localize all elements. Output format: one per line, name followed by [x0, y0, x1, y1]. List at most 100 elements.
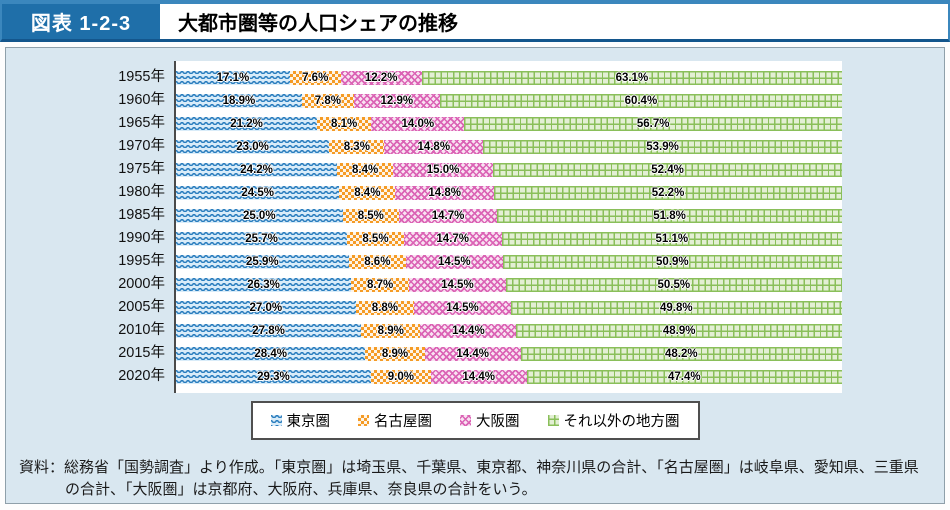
- bar-segment-tokyo: 24.5%: [176, 185, 340, 200]
- bar-stack: 24.2% 8.4% 15.0% 52.4%: [176, 162, 842, 177]
- legend-label: それ以外の地方圏: [563, 414, 680, 430]
- bar-segment-osaka: 14.5%: [406, 254, 503, 269]
- bar-row: 29.3% 9.0% 14.4% 47.4%: [176, 365, 842, 388]
- bar-value-label: 24.2%: [240, 163, 273, 176]
- bar-segment-other: 47.4%: [526, 369, 842, 384]
- bar-segment-nagoya: 8.1%: [317, 116, 372, 131]
- bar-segment-tokyo: 18.9%: [176, 93, 302, 108]
- bar-row: 27.0% 8.8% 14.5% 49.8%: [176, 296, 842, 319]
- bar-row: 27.8% 8.9% 14.4% 48.9%: [176, 319, 842, 342]
- bar-segment-osaka: 14.4%: [430, 369, 527, 384]
- bar-segment-other: 48.2%: [520, 346, 842, 361]
- bar-value-label: 8.8%: [371, 301, 399, 314]
- legend-marker-other-icon: [547, 415, 559, 426]
- legend-label: 名古屋圏: [374, 414, 432, 430]
- bar-value-label: 14.0%: [401, 117, 435, 130]
- bar-segment-nagoya: 7.6%: [289, 70, 341, 85]
- legend-marker-nagoya-icon: [358, 415, 369, 426]
- year-label: 1995年: [118, 253, 165, 269]
- bar-row: 21.2% 8.1% 14.0% 56.7%: [176, 112, 842, 135]
- bar-value-label: 47.4%: [668, 370, 701, 383]
- bar-row: 18.9% 7.8% 12.9% 60.4%: [176, 89, 842, 112]
- legend-marker-tokyo-icon: [270, 415, 282, 426]
- figure-title: 大都市圏等の人口シェアの推移: [160, 4, 948, 39]
- legend-label: 東京圏: [286, 414, 331, 430]
- bar-value-label: 14.5%: [438, 255, 471, 268]
- bar-row: 25.9% 8.6% 14.5% 50.9%: [176, 250, 842, 273]
- bar-segment-osaka: 14.5%: [409, 277, 506, 292]
- bar-value-label: 14.5%: [446, 301, 479, 314]
- bar-row: 28.4% 8.9% 14.4% 48.2%: [176, 342, 842, 365]
- bar-value-label: 48.9%: [662, 324, 696, 337]
- bar-segment-nagoya: 8.9%: [365, 346, 425, 361]
- bar-segment-osaka: 14.4%: [424, 346, 521, 361]
- bar-stack: 27.8% 8.9% 14.4% 48.9%: [176, 323, 842, 338]
- bar-segment-nagoya: 8.5%: [342, 208, 400, 223]
- bar-row: 17.1% 7.6% 12.2% 63.1%: [176, 66, 842, 89]
- bar-value-label: 14.8%: [428, 186, 461, 199]
- bar-value-label: 8.3%: [343, 140, 370, 153]
- bar-value-label: 8.5%: [362, 232, 389, 245]
- bar-segment-osaka: 14.5%: [414, 300, 511, 315]
- bar-segment-osaka: 14.4%: [420, 323, 517, 338]
- bar-value-label: 8.4%: [354, 186, 381, 199]
- bar-segment-other: 50.5%: [505, 277, 842, 292]
- bar-segment-osaka: 14.8%: [395, 185, 494, 200]
- bar-value-label: 50.5%: [657, 278, 691, 291]
- year-label: 2015年: [118, 345, 165, 361]
- bar-value-label: 63.1%: [615, 71, 649, 84]
- bar-value-label: 51.8%: [653, 209, 686, 222]
- bar-value-label: 8.9%: [377, 324, 404, 337]
- legend-label: 大阪圏: [476, 414, 520, 430]
- legend-item-osaka: 大阪圏: [460, 410, 520, 431]
- bar-row: 24.5% 8.4% 14.8% 52.2%: [176, 181, 842, 204]
- year-label: 1985年: [118, 207, 165, 223]
- bar-value-label: 14.4%: [456, 347, 489, 360]
- bar-segment-nagoya: 8.3%: [329, 139, 385, 154]
- bar-value-label: 60.4%: [624, 94, 658, 107]
- bar-value-label: 52.2%: [651, 186, 685, 199]
- year-label: 1980年: [118, 184, 165, 200]
- figure-number-label: 図表 1-2-3: [2, 4, 160, 39]
- bar-stack: 27.0% 8.8% 14.5% 49.8%: [176, 300, 842, 315]
- bar-value-label: 14.4%: [462, 370, 496, 383]
- bar-segment-other: 52.4%: [493, 162, 842, 177]
- bar-segment-nagoya: 8.9%: [361, 323, 421, 338]
- bar-segment-osaka: 14.0%: [371, 116, 465, 131]
- bar-row: 26.3% 8.7% 14.5% 50.5%: [176, 273, 842, 296]
- bar-stack: 25.9% 8.6% 14.5% 50.9%: [176, 254, 842, 269]
- bar-value-label: 8.9%: [381, 347, 409, 360]
- bar-value-label: 52.4%: [651, 163, 684, 176]
- bar-segment-tokyo: 24.2%: [176, 162, 338, 177]
- legend-marker-osaka-icon: [460, 415, 471, 426]
- chart-year-labels: 1955年 1960年 1965年 1970年 1975年 1980年 1985年 1990年…: [6, 61, 174, 393]
- legend-item-tokyo: 東京圏: [270, 410, 331, 431]
- bar-value-label: 21.2%: [230, 117, 263, 130]
- bar-segment-other: 51.8%: [497, 208, 842, 223]
- bar-value-label: 14.7%: [431, 209, 465, 222]
- year-label: 1975年: [118, 161, 165, 177]
- bar-value-label: 53.9%: [646, 140, 679, 153]
- bar-value-label: 49.8%: [660, 301, 693, 314]
- bar-value-label: 25.0%: [242, 209, 276, 222]
- bar-segment-nagoya: 8.4%: [337, 162, 394, 177]
- year-label: 2020年: [118, 368, 165, 384]
- bar-value-label: 26.3%: [247, 278, 280, 291]
- bar-value-label: 25.9%: [246, 255, 279, 268]
- bar-segment-tokyo: 17.1%: [176, 70, 290, 85]
- bar-value-label: 50.9%: [656, 255, 689, 268]
- stacked-bar-chart: 1955年 1960年 1965年 1970年 1975年 1980年 1985年 1990年…: [6, 61, 944, 393]
- bar-segment-other: 52.2%: [494, 185, 842, 200]
- bar-value-label: 51.1%: [655, 232, 689, 245]
- bar-segment-tokyo: 28.4%: [176, 346, 366, 361]
- bar-value-label: 14.7%: [436, 232, 470, 245]
- bar-value-label: 12.9%: [380, 94, 414, 107]
- bar-value-label: 14.8%: [417, 140, 451, 153]
- bar-value-label: 7.6%: [302, 71, 329, 84]
- bar-value-label: 29.3%: [257, 370, 290, 383]
- bar-value-label: 27.0%: [249, 301, 283, 314]
- source-note: 資料：総務省「国勢調査」より作成。「東京圏」は埼玉県、千葉県、東京都、神奈川県の…: [19, 459, 919, 498]
- bar-segment-nagoya: 9.0%: [370, 369, 431, 384]
- bar-stack: 25.0% 8.5% 14.7% 51.8%: [176, 208, 842, 223]
- bar-segment-nagoya: 8.8%: [355, 300, 415, 315]
